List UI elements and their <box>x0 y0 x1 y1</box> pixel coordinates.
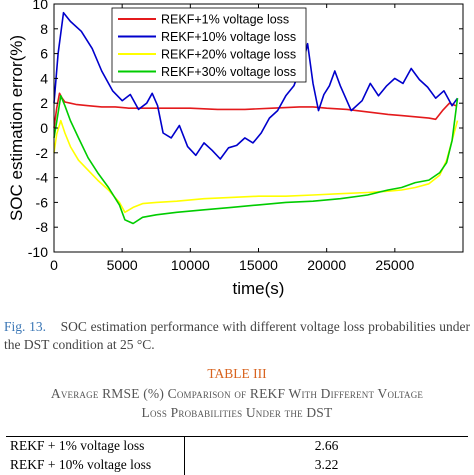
x-tick-label: 15000 <box>239 257 278 273</box>
y-tick-label: 0 <box>40 120 48 136</box>
x-tick-label: 5000 <box>107 257 138 273</box>
table-cell-method: REKF + 10% voltage loss <box>6 456 185 475</box>
plot-lines <box>53 11 459 225</box>
legend-label-3: REKF+20% voltage loss <box>161 48 296 62</box>
x-tick-label: 25000 <box>375 257 414 273</box>
y-tick-label: 10 <box>32 0 48 12</box>
x-tick-label: 0 <box>50 257 58 273</box>
table-title-line-2: Loss Probabilities Under the DST <box>141 405 333 420</box>
table-title: Average RMSE (%) Comparison of REKF With… <box>0 384 474 422</box>
series-line-4 <box>53 95 459 225</box>
y-tick-label: -10 <box>28 244 48 260</box>
y-tick-label: -8 <box>36 219 49 235</box>
y-tick-label: 4 <box>40 70 48 86</box>
rmse-table: REKF + 1% voltage loss 2.66 REKF + 10% v… <box>6 436 468 475</box>
legend-label-2: REKF+10% voltage loss <box>161 30 296 44</box>
x-tick-label: 20000 <box>307 257 346 273</box>
table-row: REKF + 10% voltage loss 3.22 <box>6 456 468 475</box>
series-line-2 <box>53 11 459 160</box>
y-tick-label: 2 <box>40 95 48 111</box>
series-line-1 <box>53 92 457 129</box>
figure-number: Fig. 13. <box>4 319 46 334</box>
legend: REKF+1% voltage loss REKF+10% voltage los… <box>111 7 307 83</box>
y-tick-labels: -10 -8 -6 -4 -2 0 2 4 6 8 10 <box>28 0 48 260</box>
legend-label-1: REKF+1% voltage loss <box>161 13 289 27</box>
series-line-3 <box>53 119 459 214</box>
y-tick-label: -6 <box>36 194 49 210</box>
y-tick-label: 8 <box>40 21 48 37</box>
y-tick-label: -4 <box>36 170 49 186</box>
legend-box <box>111 7 307 83</box>
table-cell-value: 3.22 <box>314 457 339 472</box>
y-tick-label: -2 <box>36 145 49 161</box>
y-tick-label: 6 <box>40 46 48 62</box>
axis-ticks <box>53 3 463 253</box>
figure-caption-text: SOC estimation performance with differen… <box>4 319 471 352</box>
table-title-line-1: Average RMSE (%) Comparison of REKF With… <box>50 386 424 401</box>
x-tick-label: 10000 <box>171 257 210 273</box>
figure-caption: Fig. 13. SOC estimation performance with… <box>4 318 470 354</box>
legend-label-4: REKF+30% voltage loss <box>161 65 296 79</box>
x-axis-title: time(s) <box>233 279 285 298</box>
soc-error-chart: 0 5000 10000 15000 20000 25000 -10 -8 -6 -4 -2 0 2 4… <box>7 0 464 298</box>
table-cell-method: REKF + 1% voltage loss <box>6 437 185 456</box>
x-tick-labels: 0 5000 10000 15000 20000 25000 <box>50 257 414 273</box>
table-label: TABLE III <box>207 366 267 381</box>
table-row: REKF + 1% voltage loss 2.66 <box>6 437 468 456</box>
y-axis-title: SOC estimation error(%) <box>7 35 26 221</box>
table-cell-value: 2.66 <box>314 438 339 453</box>
